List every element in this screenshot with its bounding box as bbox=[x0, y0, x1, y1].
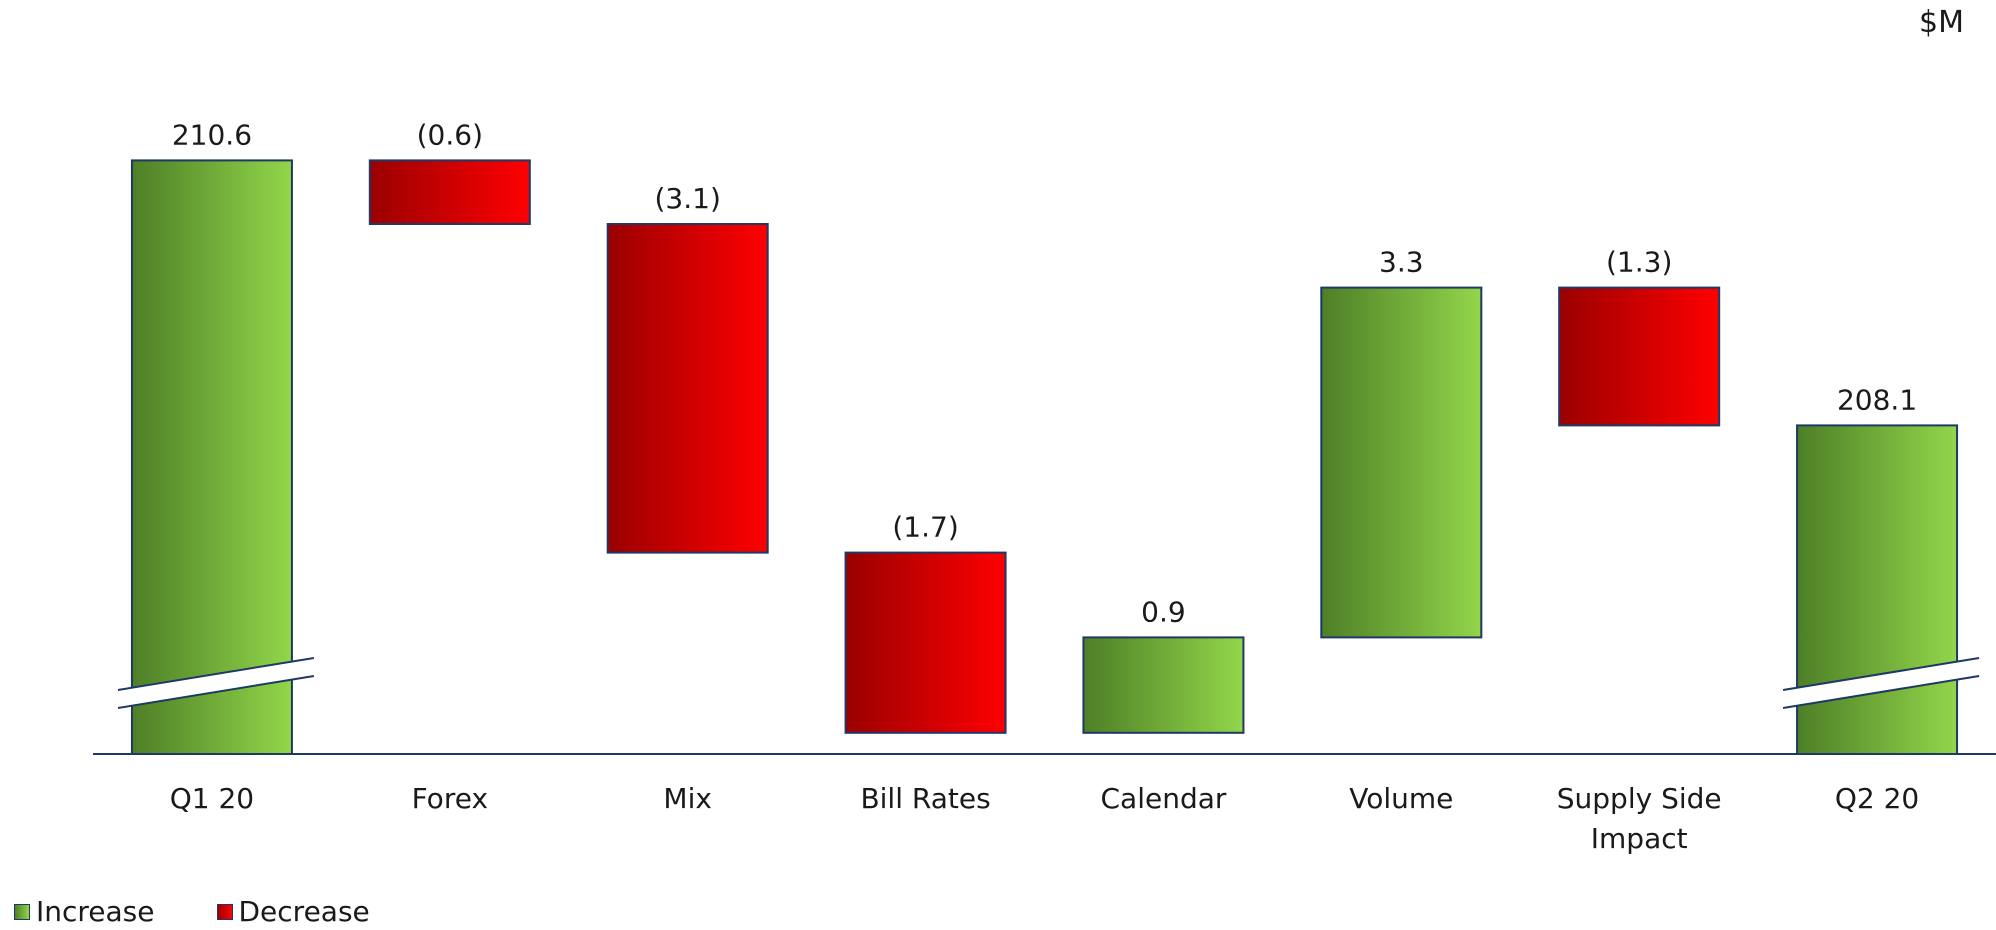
axis-break-line bbox=[1782, 675, 1980, 709]
axis-break-marks bbox=[117, 657, 1980, 709]
tick-label-supply-side-impact-line1: Supply Side bbox=[1557, 782, 1722, 815]
legend-item-decrease: Decrease bbox=[216, 895, 370, 928]
data-label-bill-rates: (1.7) bbox=[892, 511, 958, 544]
tick-label-forex: Forex bbox=[412, 782, 488, 815]
legend-item-increase: Increase bbox=[14, 895, 155, 928]
tick-label-q2-20: Q2 20 bbox=[1835, 782, 1919, 815]
tick-label-supply-side-impact-line2: Impact bbox=[1591, 822, 1688, 855]
axis-break-gap bbox=[1783, 658, 1980, 708]
tick-label-volume: Volume bbox=[1349, 782, 1453, 815]
bars-layer bbox=[130, 159, 1959, 755]
legend-label-increase: Increase bbox=[36, 895, 155, 928]
axis-break-line bbox=[117, 675, 315, 709]
labels-layer: 210.6 Q1 20 (0.6) Forex (3.1) Mix (1.7) Bill Ra… bbox=[170, 118, 1920, 855]
legend: Increase Decrease bbox=[14, 895, 370, 928]
axis-break-gap bbox=[117, 658, 314, 708]
increase-swatch-icon bbox=[14, 903, 30, 920]
data-label-calendar: 0.9 bbox=[1141, 595, 1186, 628]
tick-label-bill-rates: Bill Rates bbox=[860, 782, 990, 815]
data-label-supply-side-impact: (1.3) bbox=[1606, 246, 1672, 279]
legend-label-decrease: Decrease bbox=[238, 895, 370, 928]
bar-calendar bbox=[1082, 636, 1245, 734]
data-label-mix: (3.1) bbox=[654, 182, 720, 215]
bar-volume bbox=[1320, 286, 1483, 639]
tick-label-q1-20: Q1 20 bbox=[170, 782, 254, 815]
bar-mix bbox=[606, 223, 769, 554]
data-label-forex: (0.6) bbox=[417, 118, 483, 151]
tick-label-calendar: Calendar bbox=[1100, 782, 1226, 815]
tick-label-mix: Mix bbox=[663, 782, 712, 815]
data-label-volume: 3.3 bbox=[1379, 246, 1424, 279]
bar-bill-rates bbox=[844, 551, 1007, 734]
bar-forex bbox=[368, 159, 531, 225]
decrease-swatch-icon bbox=[216, 903, 233, 920]
bar-q2-20 bbox=[1796, 424, 1959, 755]
data-label-q1-20: 210.6 bbox=[172, 118, 252, 151]
bar-q1-20 bbox=[130, 159, 293, 755]
data-label-q2-20: 208.1 bbox=[1837, 383, 1917, 416]
axis-break-line bbox=[1782, 657, 1980, 691]
bar-supply-side-impact bbox=[1558, 286, 1721, 427]
axis-break-line bbox=[117, 657, 315, 691]
